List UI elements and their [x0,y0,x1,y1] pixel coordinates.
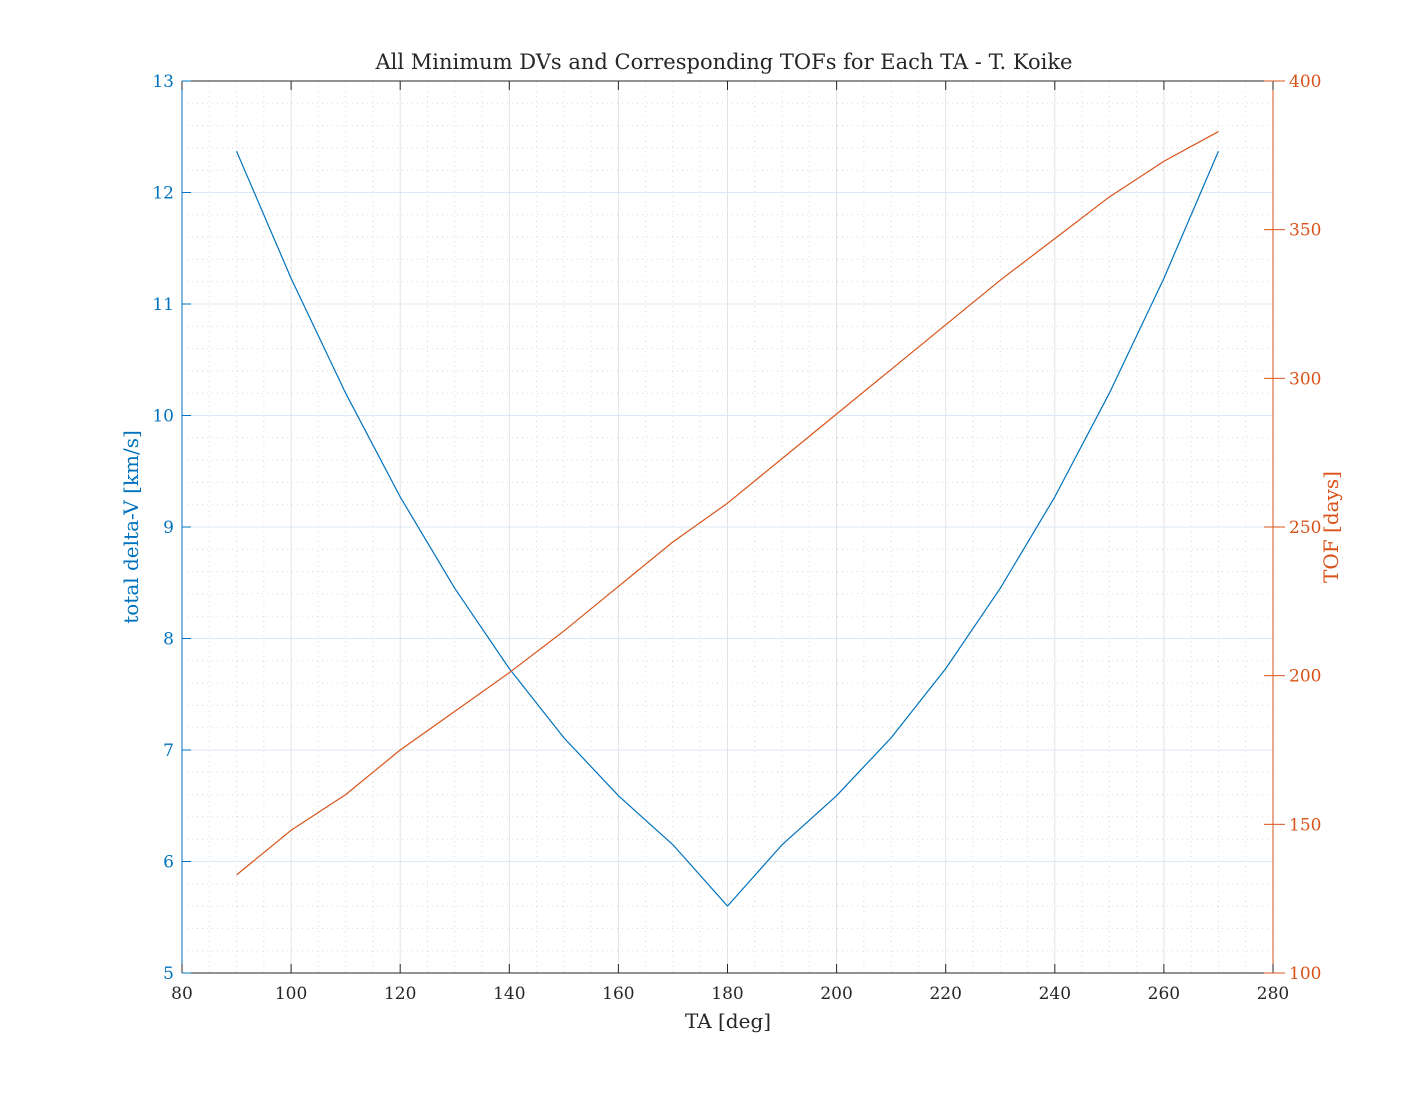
major-grid [181,80,1274,974]
left-y-tick-label: 10 [152,407,174,427]
tick-labels: 80 100 120 140 160 180 200 220 240 260 280 5 6 7 8 9 10 1… [152,72,1321,1004]
axes [181,80,1285,974]
x-tick-label: 280 [1257,984,1289,1004]
right-y-tick-label: 200 [1289,667,1321,687]
left-y-tick-label: 13 [152,72,174,92]
x-tick-label: 160 [602,984,634,1004]
x-tick-label: 240 [1039,984,1071,1004]
x-tick-label: 200 [820,984,852,1004]
delta-v-series-line [235,151,1220,907]
right-y-axis-label: TOF [days] [1319,471,1343,583]
left-y-tick-label: 5 [163,964,174,984]
x-tick-label: 100 [275,984,307,1004]
chart-title: All Minimum DVs and Corresponding TOFs f… [375,50,1073,74]
left-y-tick-label: 8 [163,630,174,650]
right-y-tick-label: 300 [1289,369,1321,389]
left-y-tick-label: 12 [152,184,174,204]
right-y-tick-label: 250 [1289,518,1321,538]
x-tick-label: 220 [929,984,961,1004]
x-tick-label: 80 [171,984,193,1004]
x-tick-label: 260 [1148,984,1180,1004]
series-layer [235,131,1220,907]
x-tick-label: 180 [711,984,743,1004]
right-y-tick-label: 350 [1289,221,1321,241]
left-y-tick-label: 7 [163,741,174,761]
x-axis-label: TA [deg] [685,1009,771,1033]
x-tick-label: 140 [493,984,525,1004]
x-tick-label: 120 [384,984,416,1004]
left-y-tick-label: 9 [163,518,174,538]
left-y-tick-label: 6 [163,853,174,873]
tof-series-line [236,131,1219,876]
right-y-tick-label: 150 [1289,815,1321,835]
right-y-tick-label: 100 [1289,964,1321,984]
left-y-tick-label: 11 [152,295,174,315]
right-y-tick-label: 400 [1289,72,1321,92]
left-y-axis-label: total delta-V [km/s] [119,430,143,624]
